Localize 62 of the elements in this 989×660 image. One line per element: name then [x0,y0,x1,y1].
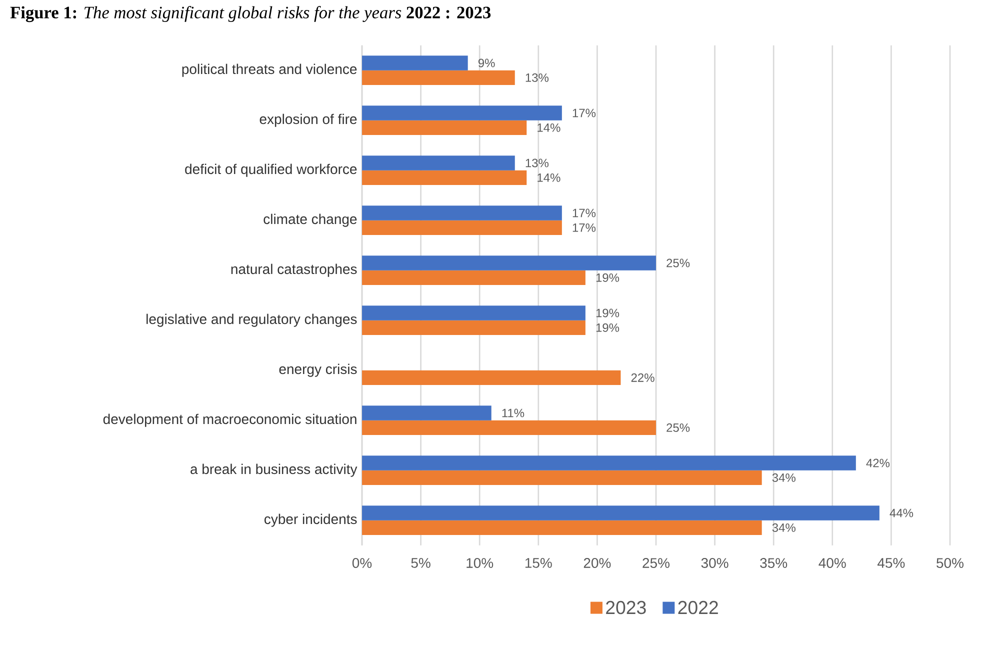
y-tick-label: a break in business activity [190,464,358,477]
bar [362,256,656,270]
bar [362,506,880,520]
bar [362,370,621,385]
bar [362,170,527,185]
y-tick-label: development of macroeconomic situation [103,414,356,427]
x-tick-label: 20% [584,558,611,568]
y-tick-label: explosion of fire [260,114,357,127]
bar [362,56,468,70]
data-label: 17% [572,108,596,118]
y-tick-label: deficit of qualified workforce [185,164,357,177]
data-label: 14% [538,123,560,132]
bar [362,520,762,535]
data-label: 25% [666,423,690,432]
x-tick-label: 40% [818,558,846,568]
x-tick-label: 30% [701,558,728,568]
data-label: 34% [772,473,796,482]
bar [362,306,586,320]
data-label: 17% [572,223,596,232]
y-tick-label: climate change [264,214,357,227]
bar [362,270,586,285]
bar [362,420,656,435]
bar [362,156,515,170]
data-label: 13% [526,73,549,82]
y-tick-label: political threats and violence [182,64,357,77]
legend-label: 2023 [606,600,646,614]
bar [362,106,562,120]
x-tick-label: 0% [352,558,372,568]
bar [362,470,762,485]
bar [362,456,856,470]
legend-label: 2022 [678,600,718,614]
bar [362,220,562,235]
x-tick-label: 15% [525,558,552,568]
data-label: 34% [772,523,796,532]
data-label: 11% [502,408,524,418]
data-label: 19% [596,323,620,332]
y-tick-label: legislative and regulatory changes [146,314,357,327]
data-label: 42% [866,458,890,468]
bar [362,120,527,135]
data-label: 25% [666,258,690,268]
x-tick-label: 5% [411,558,430,568]
data-label: 19% [596,273,620,282]
x-tick-label: 45% [877,558,905,568]
bar [362,406,492,420]
x-tick-label: 10% [466,558,494,568]
y-tick-label: cyber incidents [264,514,357,527]
chart-title: Figure 1: The most significant global risks for the years 2022 : 2023 [10,6,491,22]
data-label: 14% [538,173,560,182]
data-label: 22% [631,373,654,382]
bar [362,70,515,85]
x-tick-label: 35% [760,558,788,568]
bar [362,206,562,220]
data-label: 13% [526,158,549,168]
x-tick-label: 25% [642,558,670,568]
data-label: 9% [478,58,495,68]
y-tick-label: energy crisis [279,364,357,377]
data-label: 44% [890,508,914,518]
data-label: 17% [572,208,596,218]
data-label: 19% [596,308,620,318]
x-tick-label: 50% [936,558,964,568]
bar [362,320,586,335]
y-tick-label: natural catastrophes [231,264,357,277]
